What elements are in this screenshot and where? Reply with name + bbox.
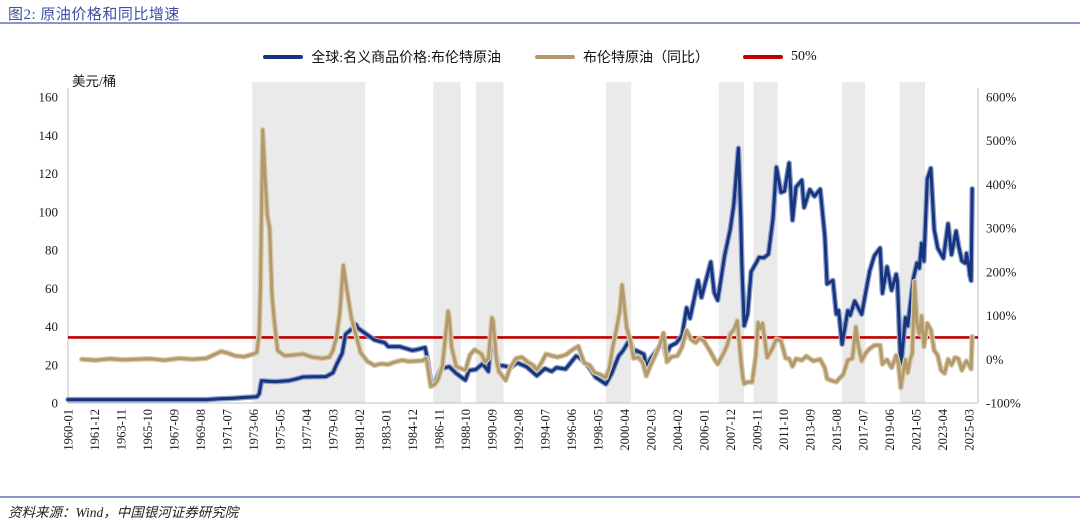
x-axis-tick-label: 1973-06 [247, 409, 261, 451]
x-axis-tick-label: 1960-01 [62, 409, 76, 451]
x-axis-tick-label: 1975-05 [273, 409, 287, 451]
left-axis-tick-label: 140 [39, 128, 59, 143]
x-axis-tick-label: 1996-06 [565, 409, 579, 451]
x-axis-tick-label: 2015-08 [830, 409, 844, 451]
x-axis-tick-label: 1990-09 [485, 409, 499, 451]
legend-label-yoy: 布伦特原油（同比） [583, 51, 710, 66]
highlight-band [433, 82, 461, 403]
x-axis-tick-label: 2009-11 [750, 409, 764, 450]
x-axis-tick-label: 1994-07 [538, 409, 552, 451]
x-axis-tick-label: 1961-12 [88, 409, 102, 451]
right-axis-tick-label: 400% [986, 177, 1017, 192]
x-axis-tick-label: 2004-02 [671, 409, 685, 451]
left-axis-tick-label: 100 [39, 204, 59, 219]
legend-item-50pct: 50% [743, 49, 817, 65]
right-axis-tick-label: -100% [986, 396, 1021, 411]
x-axis-tick-label: 1967-09 [168, 409, 182, 451]
legend-label-price: 全球:名义商品价格:布伦特原油 [311, 51, 502, 66]
legend-swatch-50pct-line [743, 55, 784, 59]
left-axis-tick-label: 120 [39, 166, 59, 181]
figure-title: 图2: 原油价格和同比增速 [8, 7, 180, 23]
legend-label-50pct: 50% [791, 49, 817, 64]
x-axis-tick-label: 2006-01 [697, 409, 711, 451]
legend-item-brent-yoy: 布伦特原油（同比） [535, 47, 709, 67]
x-axis-tick-label: 2019-06 [883, 409, 897, 451]
x-axis-tick-label: 2013-09 [803, 409, 817, 451]
x-axis-tick-label: 1963-11 [115, 409, 129, 450]
chart-legend: 全球:名义商品价格:布伦特原油 布伦特原油（同比） 50% [0, 47, 1080, 67]
x-axis-tick-label: 2021-05 [909, 409, 923, 451]
x-axis-tick-label: 1992-08 [512, 409, 526, 451]
x-axis-tick-label: 2002-03 [644, 409, 658, 451]
x-axis-tick-label: 2023-04 [936, 408, 950, 450]
x-axis-tick-label: 1981-02 [353, 409, 367, 451]
left-axis-tick-label: 160 [39, 90, 59, 105]
x-axis-tick-label: 1984-12 [406, 409, 420, 451]
left-axis-tick-label: 60 [45, 281, 58, 296]
right-axis-tick-label: 100% [986, 308, 1017, 323]
right-axis-tick-label: 600% [986, 90, 1017, 105]
x-axis-tick-label: 1965-10 [141, 409, 155, 451]
x-axis-tick-label: 1983-01 [379, 409, 393, 451]
yoy-line-halo [79, 127, 975, 391]
legend-swatch-price-line [263, 55, 304, 59]
right-axis-tick-label: 500% [986, 133, 1017, 148]
x-axis-tick-label: 1998-05 [591, 409, 605, 451]
legend-swatch-yoy-line [535, 55, 576, 59]
left-axis-tick-label: 20 [45, 357, 58, 372]
right-axis-tick-label: 300% [986, 221, 1017, 236]
right-axis-tick-label: 200% [986, 264, 1017, 279]
x-axis-tick-label: 1979-03 [326, 409, 340, 451]
right-axis-tick-label: 0% [986, 352, 1004, 367]
x-axis-tick-label: 1977-04 [300, 408, 314, 450]
x-axis-tick-label: 2000-04 [618, 408, 632, 450]
left-axis-tick-label: 40 [45, 319, 58, 334]
x-axis-tick-label: 1986-11 [432, 409, 446, 450]
x-axis-tick-label: 1988-10 [459, 409, 473, 451]
left-axis-tick-label: 0 [52, 396, 59, 411]
x-axis-tick-label: 2011-10 [777, 409, 791, 450]
price-line [66, 146, 974, 402]
footer-divider [0, 496, 1080, 498]
data-source: 资料来源：Wind，中国银河证券研究院 [8, 505, 239, 520]
x-axis-tick-label: 2007-12 [724, 409, 738, 451]
x-axis-tick-label: 2017-07 [856, 409, 870, 451]
price-line-halo [65, 145, 975, 403]
yoy-line [80, 128, 974, 390]
x-axis-tick-label: 1969-08 [194, 409, 208, 451]
legend-item-brent-price: 全球:名义商品价格:布伦特原油 [263, 47, 501, 67]
x-axis-tick-label: 1971-07 [221, 409, 235, 451]
left-axis-unit-label: 美元/桶 [72, 74, 116, 89]
left-axis-tick-label: 80 [45, 243, 58, 258]
title-divider [0, 22, 1080, 24]
x-axis-tick-label: 2025-03 [962, 409, 976, 451]
